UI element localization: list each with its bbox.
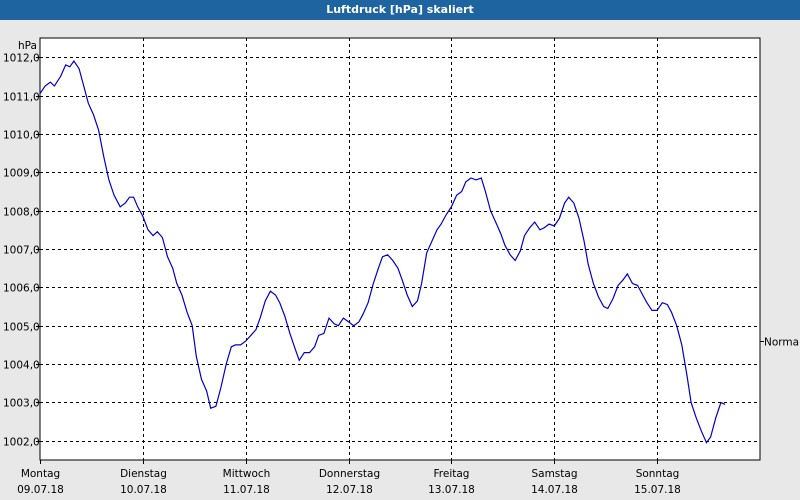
- grid-lines: [40, 38, 760, 460]
- x-tick-day-label: Freitag: [434, 468, 470, 480]
- y-tick-label: 1002,0: [3, 437, 40, 449]
- x-tick-day-label: Sonntag: [636, 468, 680, 480]
- y-axis-label: hPa: [18, 40, 37, 52]
- x-tick-day-label: Dienstag: [120, 468, 167, 480]
- reference-label: Normal: [764, 337, 800, 349]
- axis-ticks: [36, 57, 658, 464]
- y-tick-label: 1003,0: [3, 398, 40, 410]
- y-tick-label: 1005,0: [3, 322, 40, 334]
- pressure-series-line: [39, 59, 726, 444]
- x-tick-day-label: Samstag: [531, 468, 577, 480]
- y-tick-labels: 1002,0 1003,0 1004,0 1005,0 1006,0 1007,0 1008…: [3, 53, 40, 449]
- reference-marker: Normal: [760, 337, 800, 349]
- x-tick-day-label: Montag: [21, 468, 60, 480]
- x-tick-date-label: 15.07.18: [634, 484, 681, 496]
- x-tick-date-label: 14.07.18: [531, 484, 578, 496]
- y-tick-label: 1006,0: [3, 283, 40, 295]
- x-tick-labels: Montag 09.07.18 Dienstag 10.07.18 Mittwoch 11…: [17, 468, 681, 496]
- x-tick-date-label: 13.07.18: [428, 484, 475, 496]
- y-tick-label: 1009,0: [3, 168, 40, 180]
- x-tick-date-label: 10.07.18: [120, 484, 167, 496]
- y-tick-label: 1004,0: [3, 360, 40, 372]
- y-tick-label: 1007,0: [3, 245, 40, 257]
- x-tick-day-label: Mittwoch: [223, 468, 271, 480]
- y-tick-label: 1008,0: [3, 207, 40, 219]
- x-tick-day-label: Donnerstag: [319, 468, 380, 480]
- y-tick-label: 1010,0: [3, 130, 40, 142]
- chart-title: Luftdruck [hPa] skaliert: [0, 0, 800, 20]
- x-tick-date-label: 11.07.18: [223, 484, 270, 496]
- x-tick-date-label: 12.07.18: [326, 484, 373, 496]
- y-tick-label: 1012,0: [3, 53, 40, 65]
- x-tick-date-label: 09.07.18: [17, 484, 64, 496]
- y-tick-label: 1011,0: [3, 92, 40, 104]
